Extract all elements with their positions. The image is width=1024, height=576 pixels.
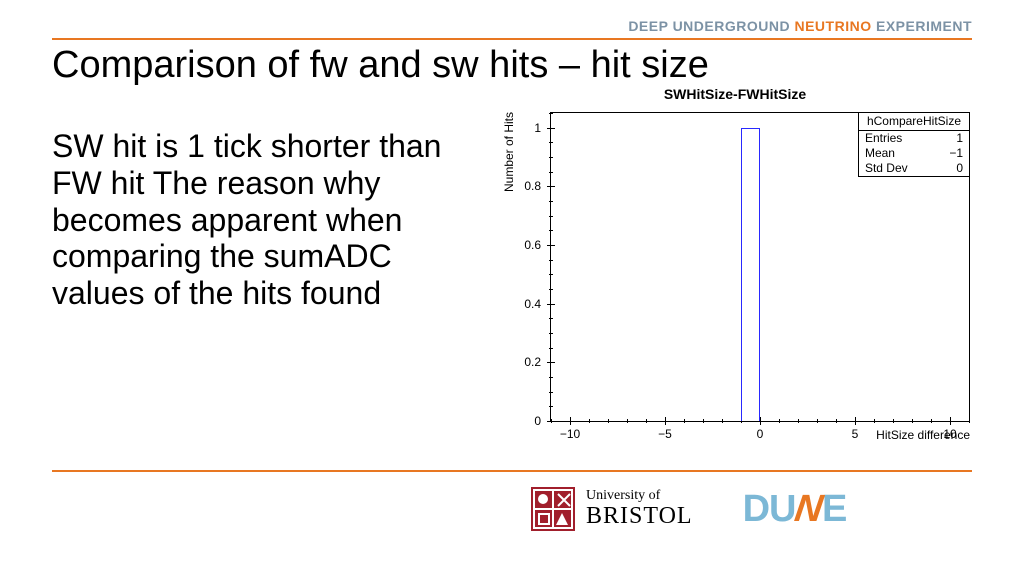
x-tick-minor bbox=[627, 419, 628, 423]
dune-logo: DUNE bbox=[743, 488, 847, 531]
banner-text-mid: NEUTRINO bbox=[794, 18, 871, 34]
chart-title: SWHitSize-FWHitSize bbox=[490, 86, 980, 102]
slide-body-text: SW hit is 1 tick shorter than FW hit The… bbox=[52, 128, 472, 312]
stats-name: hCompareHitSize bbox=[859, 113, 969, 131]
x-tick-minor bbox=[589, 419, 590, 423]
y-tick-minor bbox=[549, 142, 553, 143]
slide-title: Comparison of fw and sw hits – hit size bbox=[52, 44, 709, 87]
banner-text-right: EXPERIMENT bbox=[872, 18, 972, 34]
y-tick-minor bbox=[549, 157, 553, 158]
x-tick-minor bbox=[874, 419, 875, 423]
bristol-line1: University of bbox=[586, 489, 693, 504]
chart-stats-box: hCompareHitSize Entries 1 Mean −1 Std De… bbox=[858, 112, 970, 177]
stats-std-label: Std Dev bbox=[865, 161, 908, 176]
stats-entries-label: Entries bbox=[865, 131, 902, 146]
y-tick-minor bbox=[549, 113, 553, 114]
bristol-logo-text: University of BRISTOL bbox=[586, 489, 693, 529]
y-tick bbox=[547, 421, 555, 422]
y-tick-minor bbox=[549, 377, 553, 378]
y-tick bbox=[547, 186, 555, 187]
footer-rule bbox=[52, 470, 972, 472]
x-tick-minor bbox=[684, 419, 685, 423]
y-tick-minor bbox=[549, 201, 553, 202]
y-tick-minor bbox=[549, 274, 553, 275]
y-tick-minor bbox=[549, 172, 553, 173]
dune-n: N bbox=[792, 488, 824, 531]
chart-y-axis-label: Number of Hits bbox=[502, 112, 516, 422]
stats-entries-row: Entries 1 bbox=[859, 131, 969, 146]
histogram-chart: SWHitSize-FWHitSize hCompareHitSize Entr… bbox=[490, 86, 980, 446]
y-tick-label: 0.4 bbox=[524, 297, 541, 311]
y-tick-minor bbox=[549, 406, 553, 407]
x-tick bbox=[950, 417, 951, 425]
x-tick-minor bbox=[722, 419, 723, 423]
y-tick-label: 0.8 bbox=[524, 179, 541, 193]
bristol-line2: BRISTOL bbox=[586, 504, 693, 529]
chart-plot-area: hCompareHitSize Entries 1 Mean −1 Std De… bbox=[550, 112, 970, 422]
x-tick-minor bbox=[608, 419, 609, 423]
y-tick bbox=[547, 304, 555, 305]
y-tick-minor bbox=[549, 216, 553, 217]
chart-x-axis-label: HitSize difference bbox=[550, 428, 970, 442]
dune-u: U bbox=[769, 488, 795, 530]
x-tick-minor bbox=[969, 419, 970, 423]
x-tick-minor bbox=[646, 419, 647, 423]
y-tick-minor bbox=[549, 318, 553, 319]
x-tick-minor bbox=[912, 419, 913, 423]
histogram-bar bbox=[741, 128, 760, 421]
footer-logos: University of BRISTOL DUNE bbox=[530, 486, 846, 532]
y-tick-minor bbox=[549, 260, 553, 261]
stats-entries-value: 1 bbox=[956, 131, 963, 146]
y-tick-label: 0 bbox=[534, 414, 541, 428]
y-tick-label: 1 bbox=[534, 121, 541, 135]
stats-std-value: 0 bbox=[956, 161, 963, 176]
header-rule bbox=[52, 38, 972, 40]
stats-std-row: Std Dev 0 bbox=[859, 161, 969, 176]
bristol-crest-icon bbox=[530, 486, 576, 532]
stats-mean-label: Mean bbox=[865, 146, 895, 161]
stats-mean-value: −1 bbox=[949, 146, 963, 161]
stats-mean-row: Mean −1 bbox=[859, 146, 969, 161]
header-banner: DEEP UNDERGROUND NEUTRINO EXPERIMENT bbox=[628, 18, 972, 34]
x-tick-minor bbox=[817, 419, 818, 423]
x-tick-minor bbox=[779, 419, 780, 423]
x-tick bbox=[760, 417, 761, 425]
x-tick-minor bbox=[836, 419, 837, 423]
y-tick-label: 0.6 bbox=[524, 238, 541, 252]
y-tick-minor bbox=[549, 230, 553, 231]
dune-d: D bbox=[743, 488, 769, 530]
y-tick-minor bbox=[549, 289, 553, 290]
y-tick-minor bbox=[549, 333, 553, 334]
y-tick bbox=[547, 245, 555, 246]
x-tick bbox=[570, 417, 571, 425]
y-tick-label: 0.2 bbox=[524, 355, 541, 369]
x-tick-minor bbox=[931, 419, 932, 423]
y-tick-minor bbox=[549, 348, 553, 349]
x-tick-minor bbox=[893, 419, 894, 423]
dune-e: E bbox=[822, 488, 846, 530]
x-tick-minor bbox=[703, 419, 704, 423]
y-tick-minor bbox=[549, 392, 553, 393]
x-tick bbox=[855, 417, 856, 425]
x-tick-minor bbox=[798, 419, 799, 423]
banner-text-left: DEEP UNDERGROUND bbox=[628, 18, 794, 34]
bristol-logo: University of BRISTOL bbox=[530, 486, 693, 532]
x-tick bbox=[665, 417, 666, 425]
y-tick bbox=[547, 362, 555, 363]
y-tick bbox=[547, 128, 555, 129]
